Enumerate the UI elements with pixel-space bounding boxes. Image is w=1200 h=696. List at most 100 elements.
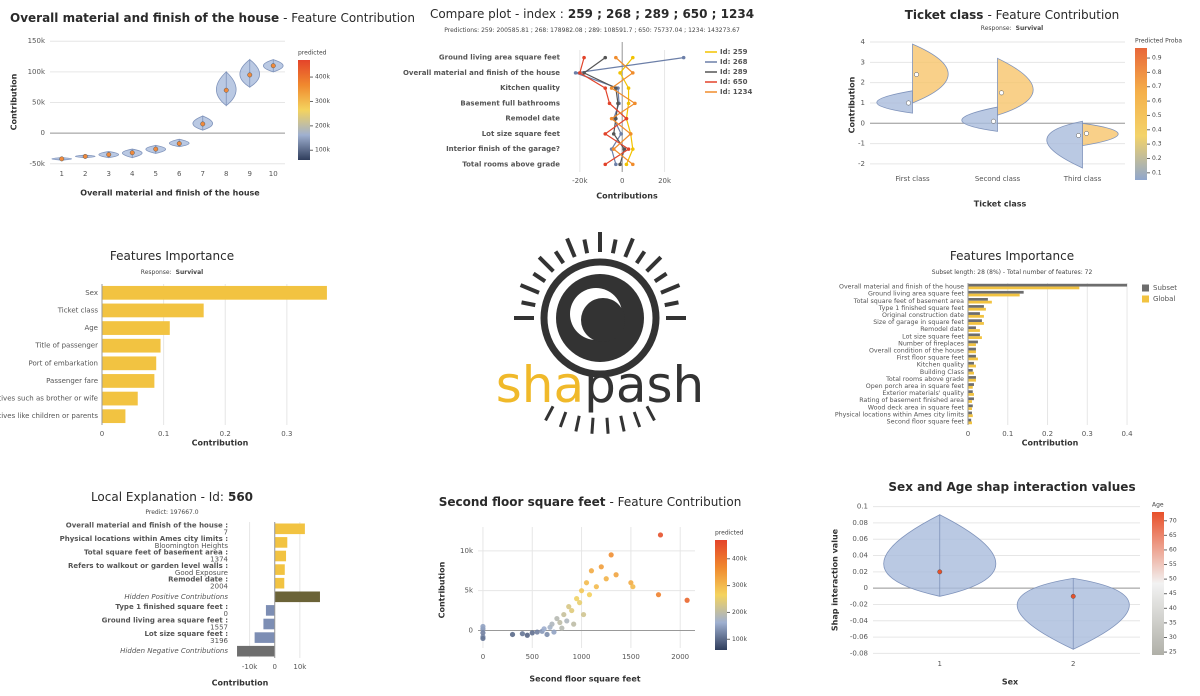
point — [681, 55, 686, 60]
bar — [968, 404, 973, 408]
point — [611, 147, 616, 151]
logo-ray — [605, 417, 610, 434]
y-tick-label: 0.04 — [852, 552, 868, 560]
series-line — [610, 57, 637, 165]
colorbar-tick-label: 300k — [732, 582, 747, 589]
y-tick-label: Hidden Positive Contributions — [124, 593, 228, 601]
y-tick-label: Second floor square feet — [887, 418, 965, 425]
logo-ray — [565, 237, 577, 258]
point — [626, 147, 631, 151]
point — [614, 162, 618, 167]
legend-label: Id: 1234 — [720, 88, 752, 96]
y-tick-label: -0.04 — [850, 617, 869, 625]
median-point — [906, 100, 911, 106]
point — [619, 132, 623, 136]
bar — [968, 343, 976, 347]
x-tick-label: 10k — [293, 663, 307, 671]
y-tick-label: Age — [84, 324, 98, 332]
y-tick-label: -2 — [858, 160, 865, 168]
chart-title: Compare plot - index : 259 ; 268 ; 289 ; … — [430, 7, 754, 21]
bar — [968, 364, 976, 368]
logo-ray — [582, 239, 590, 254]
median-point — [937, 569, 943, 575]
x-tick-label: 0 — [966, 430, 970, 438]
x-axis-label: Contribution — [1022, 439, 1079, 448]
bar — [102, 321, 170, 335]
median-point — [59, 156, 65, 162]
y-tick-label: Sex — [85, 289, 98, 297]
point — [630, 584, 636, 590]
bar — [968, 336, 982, 340]
x-tick-label: 6 — [177, 170, 182, 178]
median-point — [999, 90, 1004, 96]
subtitle-part: Response: — [981, 25, 1012, 32]
chart-title: Sex and Age shap interaction values — [888, 480, 1135, 494]
chart-subtitle: Response: Survival — [981, 25, 1043, 32]
point — [618, 162, 622, 167]
bar — [968, 378, 976, 382]
point — [684, 597, 690, 603]
series-line — [582, 57, 625, 165]
colorbar — [1135, 48, 1147, 180]
colorbar-tick-label: 0.7 — [1152, 83, 1162, 90]
bar — [968, 407, 972, 411]
colorbar-tick-label: 300k — [315, 98, 330, 105]
point — [561, 611, 567, 618]
subtitle-part: Predict: 197667.0 — [145, 509, 198, 516]
legend-label: Global — [1153, 295, 1175, 303]
point — [578, 588, 585, 594]
logo: shapash — [496, 258, 704, 414]
bar — [968, 361, 974, 365]
y-tick-label: Remodel date — [505, 115, 560, 123]
point — [583, 580, 590, 586]
colorbar-tick-label: 0.1 — [1152, 169, 1162, 176]
colorbar-title: Age — [1152, 502, 1164, 509]
title-part: Ticket class — [905, 8, 984, 22]
point — [551, 629, 557, 635]
median-point — [1076, 133, 1081, 138]
title-part: Features Importance — [110, 249, 234, 263]
title-part: Sex and Age shap interaction values — [888, 480, 1135, 494]
median-point — [106, 152, 112, 158]
logo-ray — [645, 255, 663, 273]
y-tick-label: Lot size square feet — [482, 130, 561, 138]
bar — [968, 307, 986, 311]
bar — [968, 297, 988, 301]
colorbar-tick-label: 100k — [315, 147, 330, 154]
point — [657, 532, 664, 538]
x-tick-label: 5 — [154, 170, 158, 178]
y-tick-label: Ground living area square feet — [439, 54, 561, 62]
series-line — [579, 57, 630, 165]
point — [574, 596, 580, 602]
median-point — [270, 63, 276, 69]
bar — [968, 385, 973, 389]
colorbar-tick-label: 400k — [315, 74, 330, 81]
point — [582, 55, 586, 60]
logo-text-right: pash — [584, 356, 704, 414]
title-part: 259 ; 268 ; 289 ; 650 ; 1234 — [568, 7, 754, 21]
point — [519, 631, 525, 637]
bar — [102, 409, 126, 424]
y-tick-label: 0.06 — [852, 535, 868, 543]
y-tick-label: -0.06 — [850, 633, 869, 641]
colorbar-tick-label: 50 — [1169, 576, 1177, 583]
bar — [274, 523, 305, 535]
x-axis-label: Contribution — [192, 439, 249, 448]
subtitle-part: Survival — [1016, 25, 1044, 32]
bar — [968, 305, 984, 308]
point — [588, 568, 595, 574]
logo-ray — [590, 417, 595, 434]
x-tick-label: 20k — [658, 177, 672, 185]
y-tick-label: -1 — [858, 140, 865, 148]
median-point — [82, 153, 88, 159]
x-tick-label: 7 — [201, 170, 205, 178]
logo-ring — [540, 258, 660, 378]
colorbar-tick-label: 0.9 — [1152, 55, 1162, 62]
logo-ray — [537, 255, 555, 273]
y-tick-label: -0.02 — [850, 600, 868, 608]
colorbar-tick-label: 0.2 — [1152, 155, 1162, 162]
point — [607, 101, 612, 106]
violin — [997, 57, 1034, 116]
violin — [1046, 120, 1083, 169]
y-tick-label: Type 1 finished square feet — [878, 305, 965, 312]
